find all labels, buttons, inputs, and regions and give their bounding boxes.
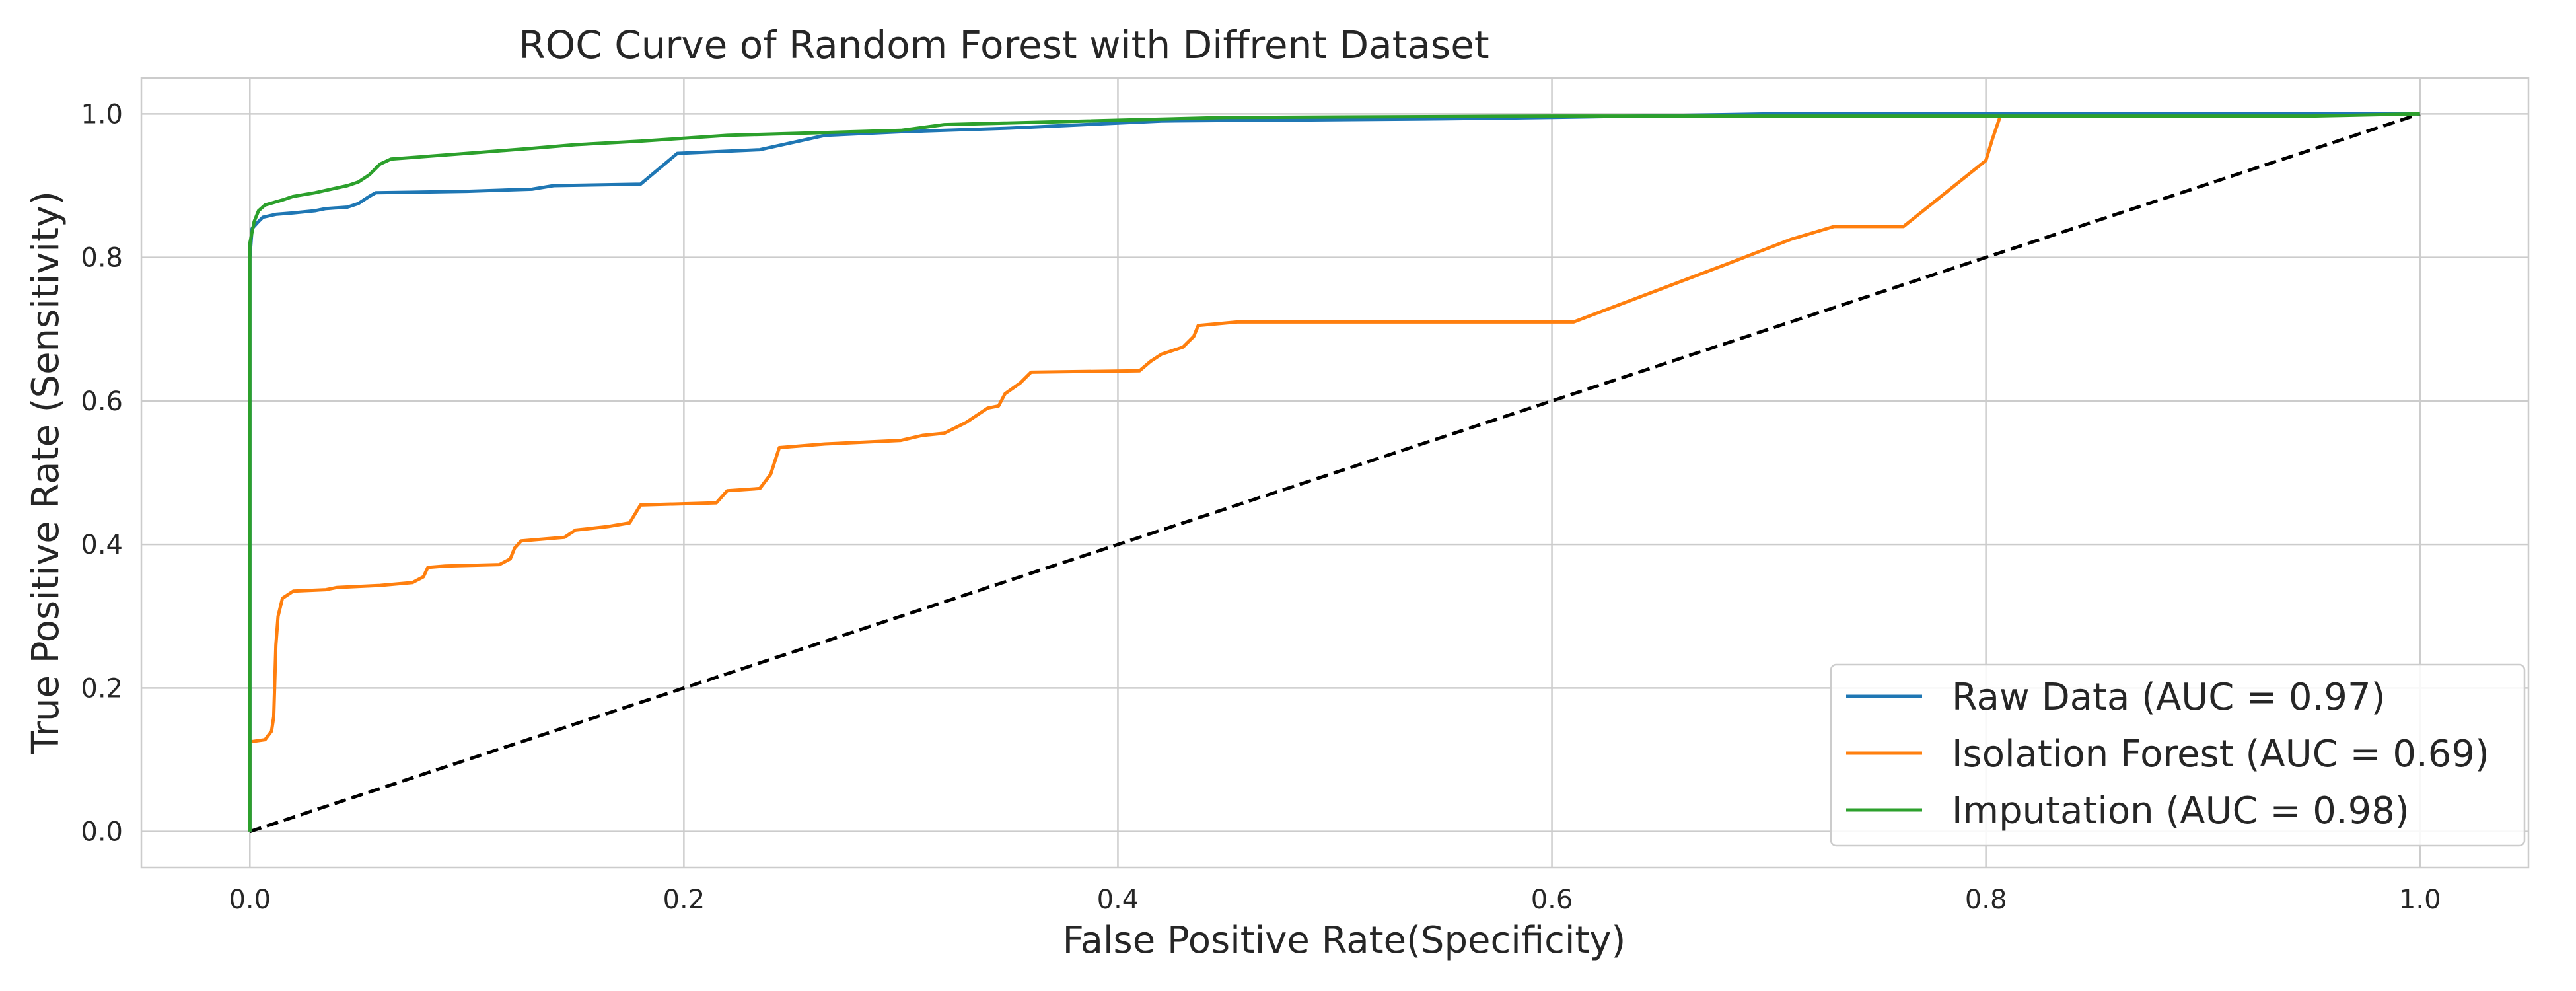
y-tick-label: 0.4: [81, 530, 123, 560]
x-tick-label: 0.6: [1531, 885, 1573, 915]
series-line-isolation-forest: [248, 112, 2420, 832]
x-tick-label: 0.0: [229, 885, 271, 915]
y-tick-label: 0.0: [81, 817, 123, 848]
legend-label-isolation-forest: Isolation Forest (AUC = 0.69): [1952, 733, 2489, 776]
x-tick-label: 0.2: [663, 885, 705, 915]
series-line-raw-data: [248, 112, 2420, 832]
y-tick-label: 0.6: [81, 386, 123, 417]
legend-box: [1830, 663, 2526, 847]
y-axis-label: True Positive Rate (Sensitivity): [24, 191, 67, 754]
x-tick-label: 0.4: [1097, 885, 1139, 915]
x-axis-label: False Positive Rate(Specificity): [1063, 919, 1626, 962]
series-lines: [248, 112, 2421, 834]
y-tick-label: 0.2: [81, 673, 123, 704]
legend-label-raw-data: Raw Data (AUC = 0.97): [1952, 676, 2385, 719]
chart-title: ROC Curve of Random Forest with Diffrent…: [519, 22, 1489, 67]
legend: Raw Data (AUC = 0.97) Isolation Forest (…: [1830, 663, 2526, 847]
reference-diagonal-line: [249, 112, 2421, 834]
y-tick-label: 1.0: [81, 99, 123, 129]
y-tick-label: 0.8: [81, 243, 123, 274]
x-tick-label: 1.0: [2399, 885, 2441, 915]
x-tick-label: 0.8: [1965, 885, 2007, 915]
legend-label-imputation: Imputation (AUC = 0.98): [1952, 789, 2410, 832]
x-axis-ticks: 0.0 0.2 0.4 0.6 0.8 1.0: [229, 885, 2441, 915]
y-axis-ticks: 0.0 0.2 0.4 0.6 0.8 1.0: [81, 99, 123, 847]
series-line-imputation: [248, 112, 2420, 832]
